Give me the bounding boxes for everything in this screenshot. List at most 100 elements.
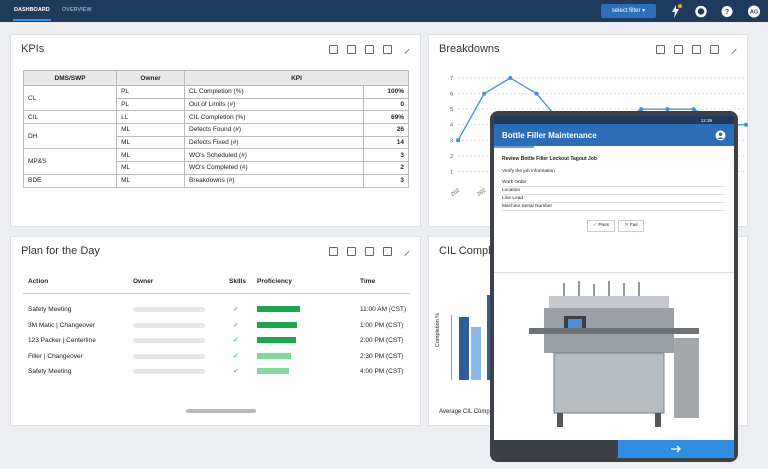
column-header: DMS/SWP [22,70,118,86]
column-header: Action [28,278,49,285]
field-label: Work Order [502,179,726,187]
field-label: Line Lead [502,195,726,203]
action: Filler | Changeover [28,352,83,360]
owner-placeholder [133,307,205,312]
time: 2:00 PM (CST) [360,337,404,344]
alert-dot [678,4,682,8]
pass-label: Pass [598,223,610,228]
modal-title: Bottle Filler Maintenance [502,131,597,140]
owner-placeholder [133,322,205,328]
avatar[interactable] [748,5,760,18]
back-bar[interactable] [494,440,618,458]
scrollbar[interactable] [186,409,256,413]
tab[interactable]: DASHBOARD [14,7,50,13]
column-header: Owner [116,70,185,86]
next-button[interactable] [618,440,734,458]
point [508,76,513,80]
kpi-row: PL Out of Limits (#) 0 [24,97,409,112]
fail-button[interactable]: ✕ Fail [618,220,644,232]
kpi-row: CIL LL CIL Completion (%) 69% [22,110,409,125]
skill-check: ✓ [233,321,239,329]
panel-toolbar[interactable] [329,245,410,257]
kpi-cell: WO's Scheduled (#) [184,148,364,163]
kpi-cell: Defects Found (#) [184,123,364,137]
action: Safety Meeting [28,306,72,313]
point [744,122,748,127]
kpi-cell: Out of Limits (#) [184,97,364,112]
value-cell: 26 [363,123,409,137]
value-cell: 3 [363,173,409,188]
proficiency-bar [257,337,296,343]
settings-icon[interactable] [695,5,707,18]
user-icon[interactable] [715,130,726,141]
task-title: Review Bottle Filler Lockout Tagout Job [502,156,597,162]
point [665,107,670,112]
alert-icon[interactable] [672,5,679,18]
y-axis [451,315,452,380]
owner-cell: ML [116,161,185,175]
time: 4:00 PM (CST) [360,368,404,375]
avatar-initials: AG [750,10,758,16]
proficiency-bar [257,321,297,328]
owner-placeholder [133,338,205,343]
fail-label: Fail [629,223,638,228]
panel-toolbar[interactable] [656,43,737,55]
owner-placeholder [133,369,205,374]
y-axis-label: Completion % [435,312,442,348]
column-header: Skills [229,278,246,285]
kpi-row: CL PL CL Completion (%) 100% [22,84,409,112]
point [691,107,696,112]
panel-toolbar[interactable] [329,43,410,55]
owner-cell: ML [116,135,185,150]
kpi-cell: CIL Completion (%) [184,110,364,125]
kpi-row: MP&S ML WO's Scheduled (#) 3 [22,148,409,175]
value-cell: 100% [363,85,409,99]
group-cell: CL [22,84,118,112]
help-icon[interactable] [721,6,733,17]
field-label: Location [502,187,726,195]
panel-title: KPIs [21,43,45,55]
plan-panel: Plan for the Day Action Owner Skills Profic… [10,236,421,426]
skill-check: ✓ [233,368,239,375]
point [639,107,644,112]
chart-footer: Average CIL Completion [439,409,505,415]
proficiency-bar [257,368,290,374]
kpi-cell: CL Completion (%) [184,85,364,99]
value-cell: 3 [363,148,409,163]
y-tick-label: 2 [450,154,453,160]
group-cell: MP&S [22,148,118,175]
kpi-row: BDE ML Breakdowns (#) 3 [22,173,409,188]
progress [494,146,534,148]
time: 1:00 PM (CST) [360,321,404,329]
pass-button[interactable]: ✓ Pass [587,220,615,232]
bar [459,317,469,380]
kpi-panel: KPIs DMS/SWP Owner KPI CL PL CL Completion (%… [10,34,421,227]
status-bar: 12:39 [494,116,734,124]
owner-cell: PL [116,85,185,99]
divider [494,272,734,273]
header-rule [23,293,410,294]
tab[interactable]: OVERVIEW [62,7,92,13]
clock: 12:39 [700,117,712,123]
owner-cell: ML [116,123,185,137]
value-cell: 14 [363,135,409,150]
owner-cell: PL [116,97,185,112]
filter-button[interactable]: select filter ▾ [601,4,656,18]
modal-header: Bottle Filler Maintenance [494,124,734,146]
skill-check: ✓ [233,306,239,313]
owner-placeholder [133,353,205,359]
value-cell: 69% [363,110,409,125]
proficiency-bar [257,352,292,359]
point [456,138,460,143]
plan-table: Action Owner Skills Proficiency Time Safety M… [11,237,422,427]
skill-check: ✓ [233,352,239,360]
x-tick-label: 202 [476,188,487,198]
y-tick-label: 6 [450,92,453,98]
point [482,91,487,96]
field-label: Machine Serial Number [502,203,726,211]
skill-check: ✓ [233,337,239,344]
y-tick-label: 4 [450,123,453,129]
instruction: Verify the job information [502,169,555,174]
x-tick-label: 202 [450,188,461,198]
